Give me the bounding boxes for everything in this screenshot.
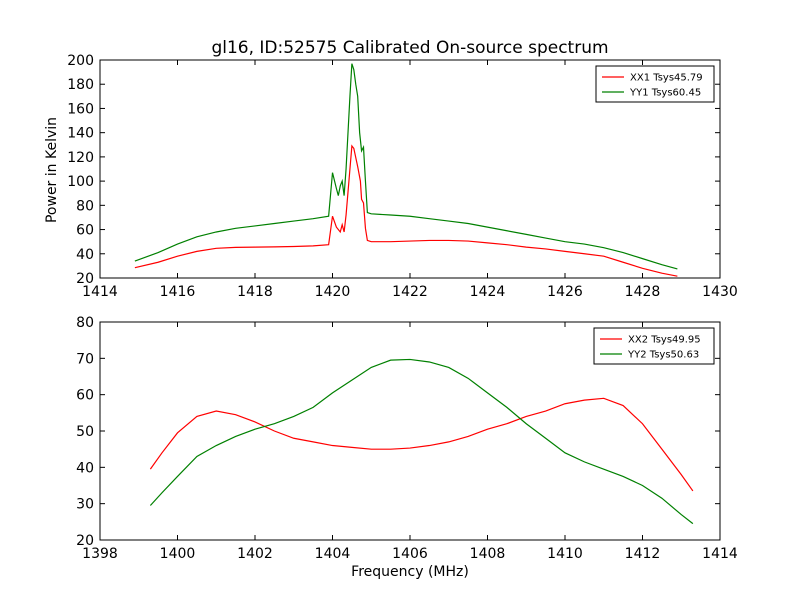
x-tick-label: 1408 [470,546,506,562]
plot-area: 1398 1400 1402 1404 1406 1408 1410 1412 1414 20 30… [76,315,738,562]
x-tick-label: 1414 [702,546,738,562]
y-tick-label: 100 [67,174,94,190]
y-tick-label: 20 [76,271,94,287]
x-tick-label: 1412 [625,546,661,562]
legend-label: XX2 Tsys49.95 [628,335,701,346]
x-tick-label: 1428 [625,284,661,300]
x-tick-label: 1418 [237,284,273,300]
y-tick-label: 180 [67,77,94,93]
x-tick-label: 1430 [702,284,738,300]
x-tick-label: 1422 [392,284,428,300]
series-line-xx [134,144,678,277]
y-tick-label: 20 [76,533,94,549]
y-tick-label: 160 [67,101,94,117]
top-chart: gl16, ID:52575 Calibrated On-source spec… [44,38,738,300]
series-line-yy [149,358,694,525]
x-tick-label: 1424 [470,284,506,300]
series-line-xx [149,397,694,492]
y-axis-label: Power in Kelvin [44,117,60,223]
x-tick-label: 1406 [392,546,428,562]
plot-area: 1414 1416 1418 1420 1422 1424 1426 1428 1430 20 40… [67,53,738,300]
y-tick-label: 60 [76,223,94,239]
series-line-yy [134,63,678,270]
y-tick-label: 30 [76,497,94,513]
x-axis-label: Frequency (MHz) [351,564,469,580]
legend: XX1 Tsys45.79 YY1 Tsys60.45 [595,65,715,103]
legend-box [595,65,715,103]
bottom-chart: Frequency (MHz) 1398 1400 1402 1404 1406 1408… [76,315,738,580]
y-tick-label: 40 [76,460,94,476]
legend-box [593,327,715,365]
x-tick-label: 1410 [547,546,583,562]
y-tick-label: 80 [76,198,94,214]
x-tick-label: 1420 [315,284,351,300]
y-tick-label: 200 [67,53,94,69]
legend: XX2 Tsys49.95 YY2 Tsys50.63 [593,327,715,365]
x-tick-label: 1402 [237,546,273,562]
x-tick-label: 1404 [315,546,351,562]
y-tick-label: 60 [76,388,94,404]
legend-label: XX1 Tsys45.79 [630,73,703,84]
legend-label: YY2 Tsys50.63 [627,350,699,361]
x-tick-label: 1416 [160,284,196,300]
x-tick-label: 1414 [82,284,118,300]
y-tick-label: 80 [76,315,94,331]
y-tick-label: 70 [76,351,94,367]
x-tick-label: 1426 [547,284,583,300]
y-tick-label: 140 [67,126,94,142]
y-tick-label: 40 [76,247,94,263]
y-tick-label: 50 [76,424,94,440]
y-tick-label: 120 [67,150,94,166]
legend-label: YY1 Tsys60.45 [629,88,701,99]
x-tick-label: 1398 [82,546,118,562]
x-tick-label: 1400 [160,546,196,562]
chart-title: gl16, ID:52575 Calibrated On-source spec… [211,38,608,58]
